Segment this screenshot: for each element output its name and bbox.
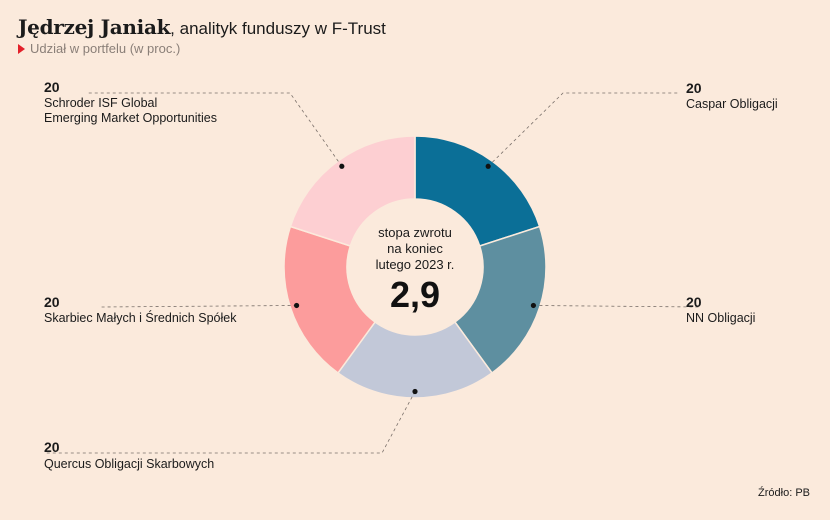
- slice-value-label: 20: [44, 439, 60, 455]
- leader-dot: [530, 302, 537, 309]
- leader-dot: [412, 388, 418, 395]
- slice-name-label: Caspar Obligacji: [686, 97, 778, 111]
- donut-slice: [289, 135, 416, 247]
- center-text-line-3: lutego 2023 r.: [376, 257, 455, 272]
- source-note: Źródło: PB: [758, 487, 810, 499]
- center-text-line-1: stopa zwrotu: [378, 225, 452, 240]
- leader-line: [88, 92, 343, 167]
- leader-dot: [485, 163, 491, 169]
- leader-lines: [44, 92, 701, 454]
- leader-line: [487, 92, 680, 167]
- analyst-role: , analityk funduszy w F-Trust: [170, 19, 386, 38]
- donut-center: stopa zwrotu na koniec lutego 2023 r. 2,…: [376, 225, 455, 315]
- center-text-line-2: na koniec: [387, 241, 443, 256]
- slice-value-label: 20: [44, 294, 60, 310]
- triangle-marker-icon: [18, 44, 25, 54]
- slice-value-label: 20: [686, 294, 702, 310]
- slice-name-label: Skarbiec Małych i Średnich Spółek: [44, 310, 237, 325]
- analyst-name: Jędrzej Janiak: [18, 15, 171, 39]
- slice-value-label: 20: [44, 79, 60, 95]
- slice-name-label: Schroder ISF Global: [44, 96, 157, 110]
- donut-slice: [453, 225, 547, 375]
- leader-line: [44, 391, 416, 454]
- leader-dot: [339, 163, 345, 169]
- slice-value-label: 20: [686, 80, 702, 96]
- center-value: 2,9: [390, 274, 440, 315]
- leader-dot: [293, 302, 300, 309]
- subtitle-text: Udział w portfelu (w proc.): [30, 41, 181, 56]
- donut-slice: [336, 320, 494, 399]
- slice-name-label: Emerging Market Opportunities: [44, 111, 217, 125]
- donut-slice: [414, 135, 541, 247]
- donut-slice: [283, 225, 377, 375]
- leader-line: [533, 305, 701, 308]
- chart-subtitle: Udział w portfelu (w proc.): [18, 41, 180, 56]
- slice-name-label: Quercus Obligacji Skarbowych: [44, 457, 214, 471]
- chart-title: Jędrzej Janiak, analityk funduszy w F-Tr…: [18, 16, 386, 40]
- slice-name-label: NN Obligacji: [686, 311, 755, 325]
- leader-line: [99, 305, 297, 308]
- donut-slices: [283, 135, 547, 399]
